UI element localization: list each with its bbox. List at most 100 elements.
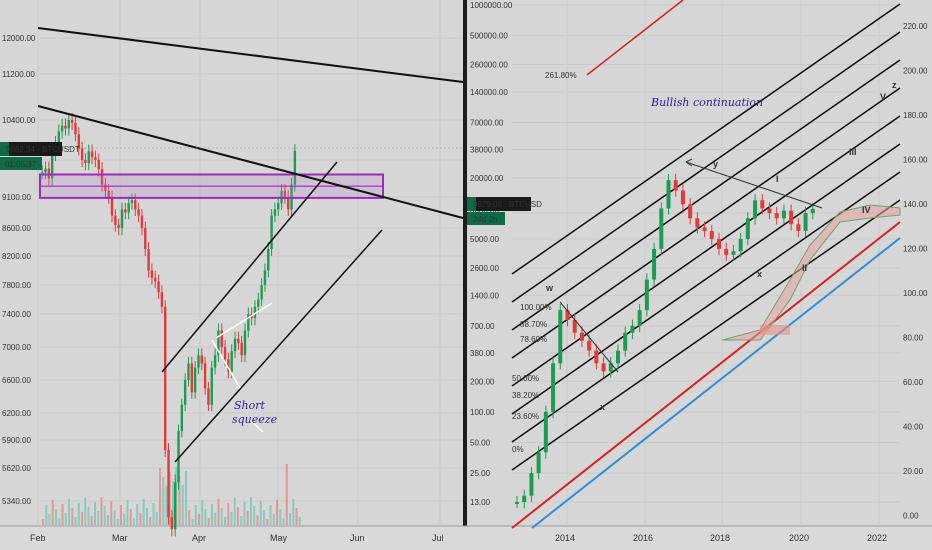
left-x-tick-label: May: [270, 533, 288, 543]
bullish-continuation-label: Bullish continuation: [650, 96, 763, 109]
candle-body: [283, 190, 287, 197]
volume-bar: [165, 486, 168, 525]
channel-line: [511, 31, 901, 303]
volume-bar: [64, 513, 67, 525]
left-y-tick-label: 5340.00: [2, 497, 31, 506]
volume-bar: [113, 510, 116, 525]
left-y-tick-label: 7800.00: [2, 281, 31, 290]
right-y-tick-label: 20000.00: [470, 174, 504, 183]
volume-bar: [285, 464, 288, 525]
candle-body: [579, 332, 584, 341]
candle-body: [74, 122, 77, 135]
candle-body: [644, 279, 649, 311]
volume-bar: [266, 519, 269, 525]
fib-level-label: 50.00%: [512, 374, 539, 383]
channel-line: [511, 143, 901, 415]
volume-bar: [116, 519, 119, 525]
left-y-tick-label: 5900.00: [2, 436, 31, 445]
volume-bar: [55, 509, 57, 525]
volume-bar: [107, 515, 109, 525]
candle-body: [67, 120, 70, 129]
candle-body: [543, 411, 548, 453]
candle-body: [210, 367, 213, 405]
short-squeeze-label: squeeze: [232, 413, 278, 426]
right-secondary-tick-label: 20.00: [903, 467, 924, 476]
volume-bar: [279, 509, 282, 525]
left-timer-badge: [0, 157, 42, 170]
candle-body: [630, 325, 635, 333]
candle-body: [565, 310, 570, 321]
right-secondary-tick-label: 180.00: [903, 111, 928, 120]
candle-body: [237, 338, 240, 343]
candle-body: [187, 363, 190, 380]
candle-body: [170, 517, 174, 530]
candle-body: [616, 350, 620, 364]
right-secondary-tick-label: 100.00: [903, 289, 928, 298]
short-squeeze-label: Short: [234, 399, 266, 412]
right-secondary-tick-label: 80.00: [903, 334, 924, 343]
fib-261-line: [586, 0, 684, 76]
volume-bar: [298, 517, 301, 525]
volume-bar: [42, 519, 44, 525]
candle-body: [70, 120, 74, 123]
candle-body: [193, 367, 197, 393]
right-price-badge: [467, 197, 531, 211]
support-line-blue: [531, 237, 901, 529]
fib-level-label: 23.60%: [512, 412, 539, 421]
candle-body: [253, 306, 257, 319]
candle-body: [124, 209, 127, 213]
candle-body: [695, 218, 700, 228]
volume-bar: [178, 476, 181, 525]
volume-bar: [71, 508, 74, 525]
candle-body: [180, 404, 184, 431]
candle-body: [572, 320, 577, 333]
left-y-tick-label: 6200.00: [2, 409, 31, 418]
candle-body: [810, 208, 815, 214]
channel-line: [511, 115, 901, 387]
candle-body: [190, 363, 194, 393]
right-price-badge-accent: [467, 197, 476, 211]
volume-bar: [129, 509, 132, 525]
volume-bar: [295, 508, 298, 525]
volume-bar: [259, 501, 262, 525]
fib-261-label: 261.80%: [545, 71, 577, 80]
volume-bar: [214, 513, 217, 525]
candle-body: [150, 270, 154, 278]
right-y-tick-label: 140000.00: [470, 88, 508, 97]
wave-label: IV: [862, 205, 871, 215]
right-y-tick-label: 500000.00: [470, 32, 508, 41]
wave-label: x: [600, 402, 605, 412]
time-axis-bg: [0, 526, 932, 550]
left-y-tick-label: 10400.00: [2, 116, 36, 125]
candle-body: [717, 239, 721, 249]
candle-body: [110, 197, 114, 216]
volume-bar: [136, 504, 139, 525]
volume-bar: [84, 498, 87, 525]
volume-bar: [188, 510, 191, 525]
right-secondary-tick-label: 40.00: [903, 423, 924, 432]
volume-bar: [282, 518, 285, 525]
candle-body: [227, 359, 230, 372]
right-y-tick-label: 1000000.00: [470, 1, 513, 10]
volume-bar: [100, 497, 103, 525]
candle-body: [207, 388, 210, 405]
candle-body: [87, 151, 90, 164]
candle-body: [114, 215, 117, 225]
candle-body: [803, 213, 808, 232]
wave-label: I: [776, 174, 779, 184]
right-secondary-tick-label: 160.00: [903, 156, 928, 165]
candle-body: [120, 209, 124, 228]
projection-line: [559, 301, 619, 373]
right-x-tick-label: 2018: [710, 533, 730, 543]
left-y-tick-label: 8200.00: [2, 252, 31, 261]
candle-body: [220, 330, 223, 347]
candle-body: [659, 208, 664, 249]
squeeze-pointer-line: [215, 302, 273, 339]
left-y-tick-label: 8600.00: [2, 224, 31, 233]
left-y-tick-label: 7000.00: [2, 343, 31, 352]
candle-body: [277, 203, 280, 210]
right-x-tick-label: 2016: [633, 533, 653, 543]
right-secondary-tick-label: 120.00: [903, 245, 928, 254]
left-y-tick-label: 7400.00: [2, 310, 31, 319]
candle-body: [724, 248, 729, 255]
